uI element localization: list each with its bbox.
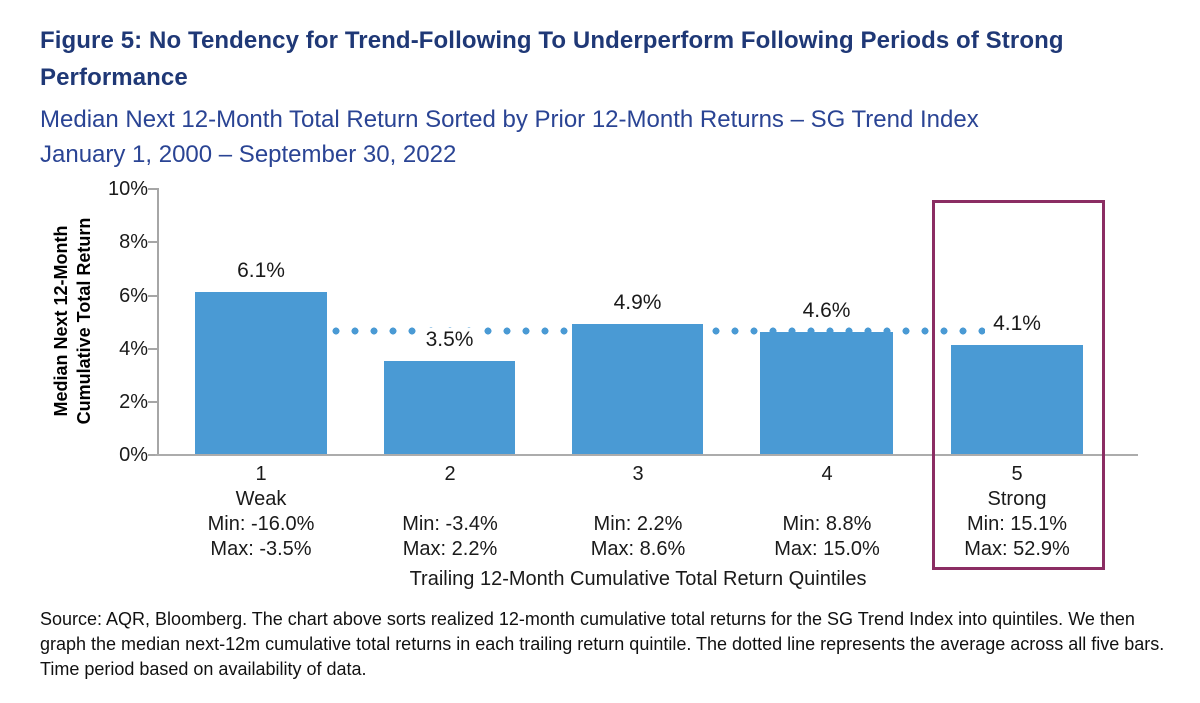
y-tick-label-10: 10%	[107, 178, 148, 200]
x-category-max: Max: 52.9%	[964, 538, 1070, 560]
y-axis-line	[157, 188, 159, 456]
x-category-min: Min: 2.2%	[593, 513, 683, 535]
figure-title-line1: Figure 5: No Tendency for Trend-Followin…	[40, 27, 1064, 54]
x-category-number: 1	[255, 463, 267, 485]
figure-header: Figure 5: No Tendency for Trend-Followin…	[40, 22, 1170, 172]
figure-subtitle-line1: Median Next 12-Month Total Return Sorted…	[40, 106, 979, 133]
y-tick-mark	[148, 454, 157, 456]
x-category-max: Max: 2.2%	[402, 538, 498, 560]
x-axis-line	[155, 454, 1138, 456]
bar-q2	[384, 361, 515, 454]
y-tick-mark	[148, 188, 157, 190]
bar-column-q5: 4.1%	[951, 188, 1083, 454]
x-axis-title: Trailing 12-Month Cumulative Total Retur…	[409, 568, 867, 590]
x-category-number: 5	[1011, 463, 1023, 485]
x-category-q2: 2 Min: -3.4% Max: 2.2%	[354, 462, 546, 562]
y-tick-label-6: 6%	[119, 285, 148, 307]
bar-value-label-q4: 4.6%	[797, 298, 856, 324]
x-category-min: Min: -16.0%	[207, 513, 315, 535]
x-category-number: 2	[444, 463, 456, 485]
bar-value-label-q2: 3.5%	[420, 327, 479, 353]
x-category-sublabel	[542, 487, 734, 512]
bar-q1	[195, 292, 327, 454]
y-tick-label-2: 2%	[119, 391, 148, 413]
y-tick-mark	[148, 295, 157, 297]
figure-title-line2: Performance	[40, 64, 188, 91]
x-category-number: 4	[821, 463, 833, 485]
bar-value-label-q1: 6.1%	[232, 258, 290, 284]
x-category-sublabel: Strong	[987, 488, 1047, 510]
bar-column-q3: 4.9%	[572, 188, 703, 454]
x-category-min: Min: -3.4%	[402, 513, 498, 535]
x-category-max: Max: 8.6%	[590, 538, 686, 560]
x-category-sublabel: Weak	[235, 488, 287, 510]
x-category-q4: 4 Min: 8.8% Max: 15.0%	[731, 462, 923, 562]
y-axis-title-line1: Median Next 12-Month	[51, 225, 71, 417]
x-category-q1: 1 Weak Min: -16.0% Max: -3.5%	[165, 462, 357, 562]
x-category-max: Max: 15.0%	[774, 538, 880, 560]
source-note: Source: AQR, Bloomberg. The chart above …	[40, 609, 1165, 679]
bar-column-q4: 4.6%	[760, 188, 893, 454]
x-category-min: Min: 8.8%	[782, 513, 872, 535]
y-axis-title-wrap: Median Next 12-Month Cumulative Total Re…	[44, 186, 102, 456]
x-category-sublabel	[354, 487, 546, 512]
x-category-sublabel	[731, 487, 923, 512]
x-category-q3: 3 Min: 2.2% Max: 8.6%	[542, 462, 734, 562]
figure-subtitle-line2: January 1, 2000 – September 30, 2022	[40, 141, 457, 168]
y-tick-label-4: 4%	[119, 338, 148, 360]
x-category-max: Max: -3.5%	[210, 538, 312, 560]
x-category-number: 3	[632, 463, 644, 485]
bar-column-q2: 3.5%	[384, 188, 515, 454]
highlight-box-q5	[932, 200, 1105, 570]
y-tick-mark	[148, 401, 157, 403]
y-tick-mark	[148, 348, 157, 350]
y-tick-label-0: 0%	[119, 444, 148, 466]
x-category-q5: 5 Strong Min: 15.1% Max: 52.9%	[921, 462, 1113, 562]
bar-column-q1: 6.1%	[195, 188, 327, 454]
y-tick-label-8: 8%	[119, 231, 148, 253]
figure-subtitle: Median Next 12-Month Total Return Sorted…	[40, 102, 1170, 172]
bar-q4	[760, 332, 893, 454]
x-category-min: Min: 15.1%	[966, 513, 1068, 535]
bar-q3	[572, 324, 703, 454]
bar-value-label-q5: 4.1%	[988, 311, 1046, 337]
y-tick-mark	[148, 241, 157, 243]
bar-value-label-q3: 4.9%	[608, 290, 667, 316]
bar-q5	[951, 345, 1083, 454]
